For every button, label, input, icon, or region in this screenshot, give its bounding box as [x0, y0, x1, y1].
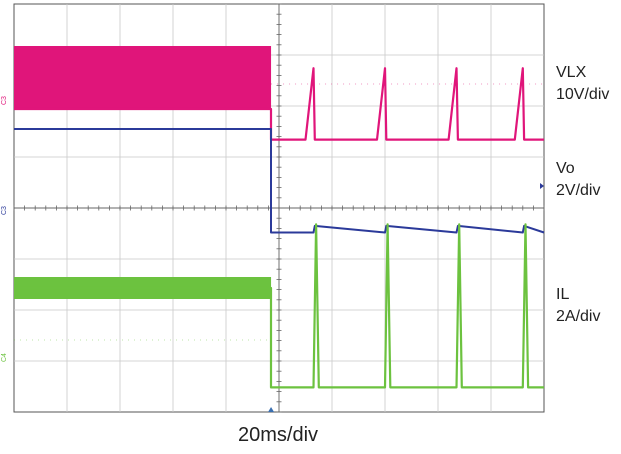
il-label: IL 2A/div: [556, 284, 600, 328]
vlx-scale: 10V/div: [556, 86, 610, 103]
vlx-name: VLX: [556, 64, 587, 81]
vo-trace: [14, 128, 545, 234]
vo-name: Vo: [556, 160, 575, 177]
trigger-marker: [268, 407, 275, 412]
vlx-trace: [14, 67, 544, 141]
timebase-label: 20ms/div: [237, 424, 319, 446]
vlx-label: VLX 10V/div: [556, 62, 609, 106]
il-channel-marker: C4: [1, 353, 8, 362]
vo-edge-marker: [540, 183, 544, 189]
vlx-switching-band: [14, 46, 272, 110]
vo-label: Vo 2V/div: [556, 158, 600, 202]
vo-channel-marker: C3: [1, 206, 8, 215]
vo-scale: 2V/div: [556, 182, 601, 199]
il-scale: 2A/div: [556, 308, 601, 325]
il-trace: [14, 223, 544, 389]
il-name: IL: [556, 286, 570, 303]
vlx-channel-marker: C3: [1, 96, 8, 105]
